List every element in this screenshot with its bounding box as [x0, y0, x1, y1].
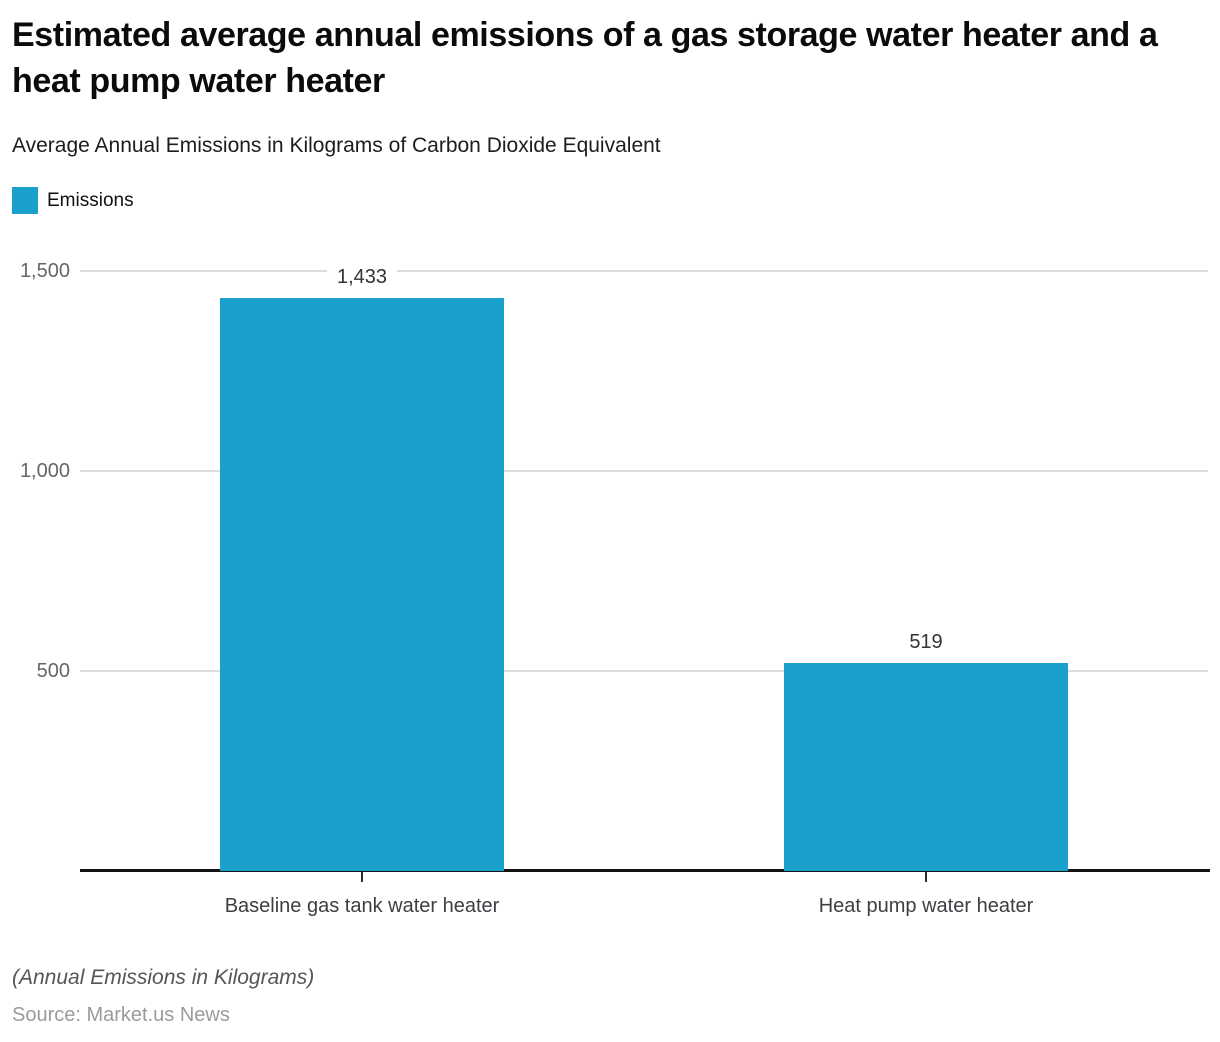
grid-line: [80, 670, 1208, 672]
legend: Emissions: [12, 187, 134, 214]
legend-label-emissions[interactable]: Emissions: [47, 189, 134, 211]
y-tick-label: 1,500: [19, 260, 70, 282]
chart-subtitle: Average Annual Emissions in Kilograms of…: [12, 134, 661, 157]
x-tick: [361, 872, 363, 882]
bar-1[interactable]: [220, 297, 504, 871]
footer-note: (Annual Emissions in Kilograms): [12, 966, 315, 989]
y-tick-label: 500: [36, 660, 70, 682]
footer-source: Source: Market.us News: [12, 1004, 230, 1026]
x-tick: [925, 872, 927, 882]
bar-2[interactable]: [784, 663, 1068, 871]
legend-swatch-emissions[interactable]: [12, 187, 38, 214]
y-tick-label: 1,000: [19, 460, 70, 482]
value-label: 519: [899, 629, 953, 656]
x-axis-line: [80, 869, 1210, 872]
grid-line: [80, 270, 1208, 272]
category-label: Heat pump water heater: [818, 895, 1034, 917]
chart-title: Estimated average annual emissions of a …: [12, 16, 1158, 100]
grid-line: [80, 470, 1208, 472]
value-label: 1,433: [326, 263, 398, 290]
category-label: Baseline gas tank water heater: [224, 895, 500, 917]
